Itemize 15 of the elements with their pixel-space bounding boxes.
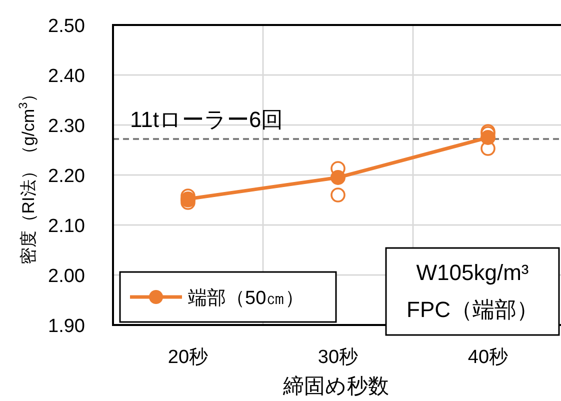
x-tick-label: 40秒	[468, 347, 508, 368]
y-tick-label: 2.40	[48, 66, 85, 87]
ref-line-label: 11tローラー6回	[130, 107, 284, 132]
legend-label: 端部（50㎝）	[188, 287, 304, 309]
y-tick-label: 2.20	[48, 166, 85, 187]
y-tick-label: 2.00	[48, 266, 85, 287]
annotation: W105kg/m³	[416, 260, 529, 285]
y-tick-label: 2.50	[48, 16, 85, 37]
x-tick-label: 20秒	[168, 347, 208, 368]
y-tick-label: 2.30	[48, 116, 85, 137]
x-axis-title: 締固め秒数	[282, 375, 389, 398]
y-tick-label: 1.90	[48, 316, 85, 337]
y-tick-label: 2.10	[48, 216, 85, 237]
x-tick-label: 30秒	[318, 347, 358, 368]
annotation: FPC（端部）	[406, 297, 538, 322]
